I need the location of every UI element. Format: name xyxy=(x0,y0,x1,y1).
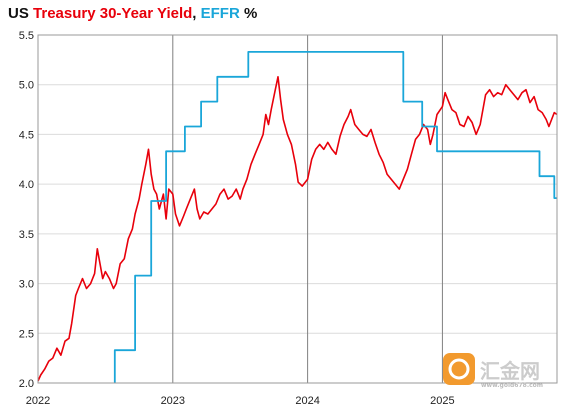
y-tick-label-6: 5.0 xyxy=(19,80,34,92)
gridlines xyxy=(38,34,557,384)
y-tick-label-1: 2.5 xyxy=(19,328,34,340)
y-tick-label-2: 3.0 xyxy=(19,279,34,291)
x-axis-ticks: 2022 2023 2024 2025 xyxy=(26,395,455,407)
series-line-treasury xyxy=(37,76,558,382)
title-percent: % xyxy=(239,5,258,22)
watermark-subtext: www.gold678.com xyxy=(481,382,543,389)
title-effr: EFFR xyxy=(200,5,240,22)
plot-border xyxy=(37,34,558,384)
chart-title: US Treasury 30-Year Yield, EFFR % xyxy=(8,5,257,22)
series-group xyxy=(37,51,558,383)
title-us: US xyxy=(8,5,34,22)
x-tick-label-2022: 2022 xyxy=(26,395,50,407)
y-tick-label-5: 4.5 xyxy=(19,129,34,141)
y-tick-label-0: 2.0 xyxy=(19,378,34,390)
y-tick-label-7: 5.5 xyxy=(19,30,34,42)
plot-frame xyxy=(37,34,558,384)
series-line-effr xyxy=(113,51,557,383)
y-axis-ticks: 2.0 2.5 3.0 3.5 4.0 4.5 5.0 5.5 xyxy=(19,30,34,390)
x-tick-label-2024: 2024 xyxy=(295,395,319,407)
watermark-text: 汇金网 xyxy=(480,359,540,383)
watermark-badge xyxy=(443,353,475,385)
x-tick-label-2023: 2023 xyxy=(161,395,185,407)
title-treasury: Treasury 30-Year Yield xyxy=(33,5,193,22)
year-separators xyxy=(172,35,443,383)
title-comma: , xyxy=(192,5,201,22)
watermark-logo: 汇金网 www.gold678.com xyxy=(443,353,543,389)
y-tick-label-3: 3.5 xyxy=(19,229,34,241)
watermark-ring xyxy=(448,358,470,380)
x-tick-label-2025: 2025 xyxy=(430,395,454,407)
y-tick-label-4: 4.0 xyxy=(19,179,34,191)
